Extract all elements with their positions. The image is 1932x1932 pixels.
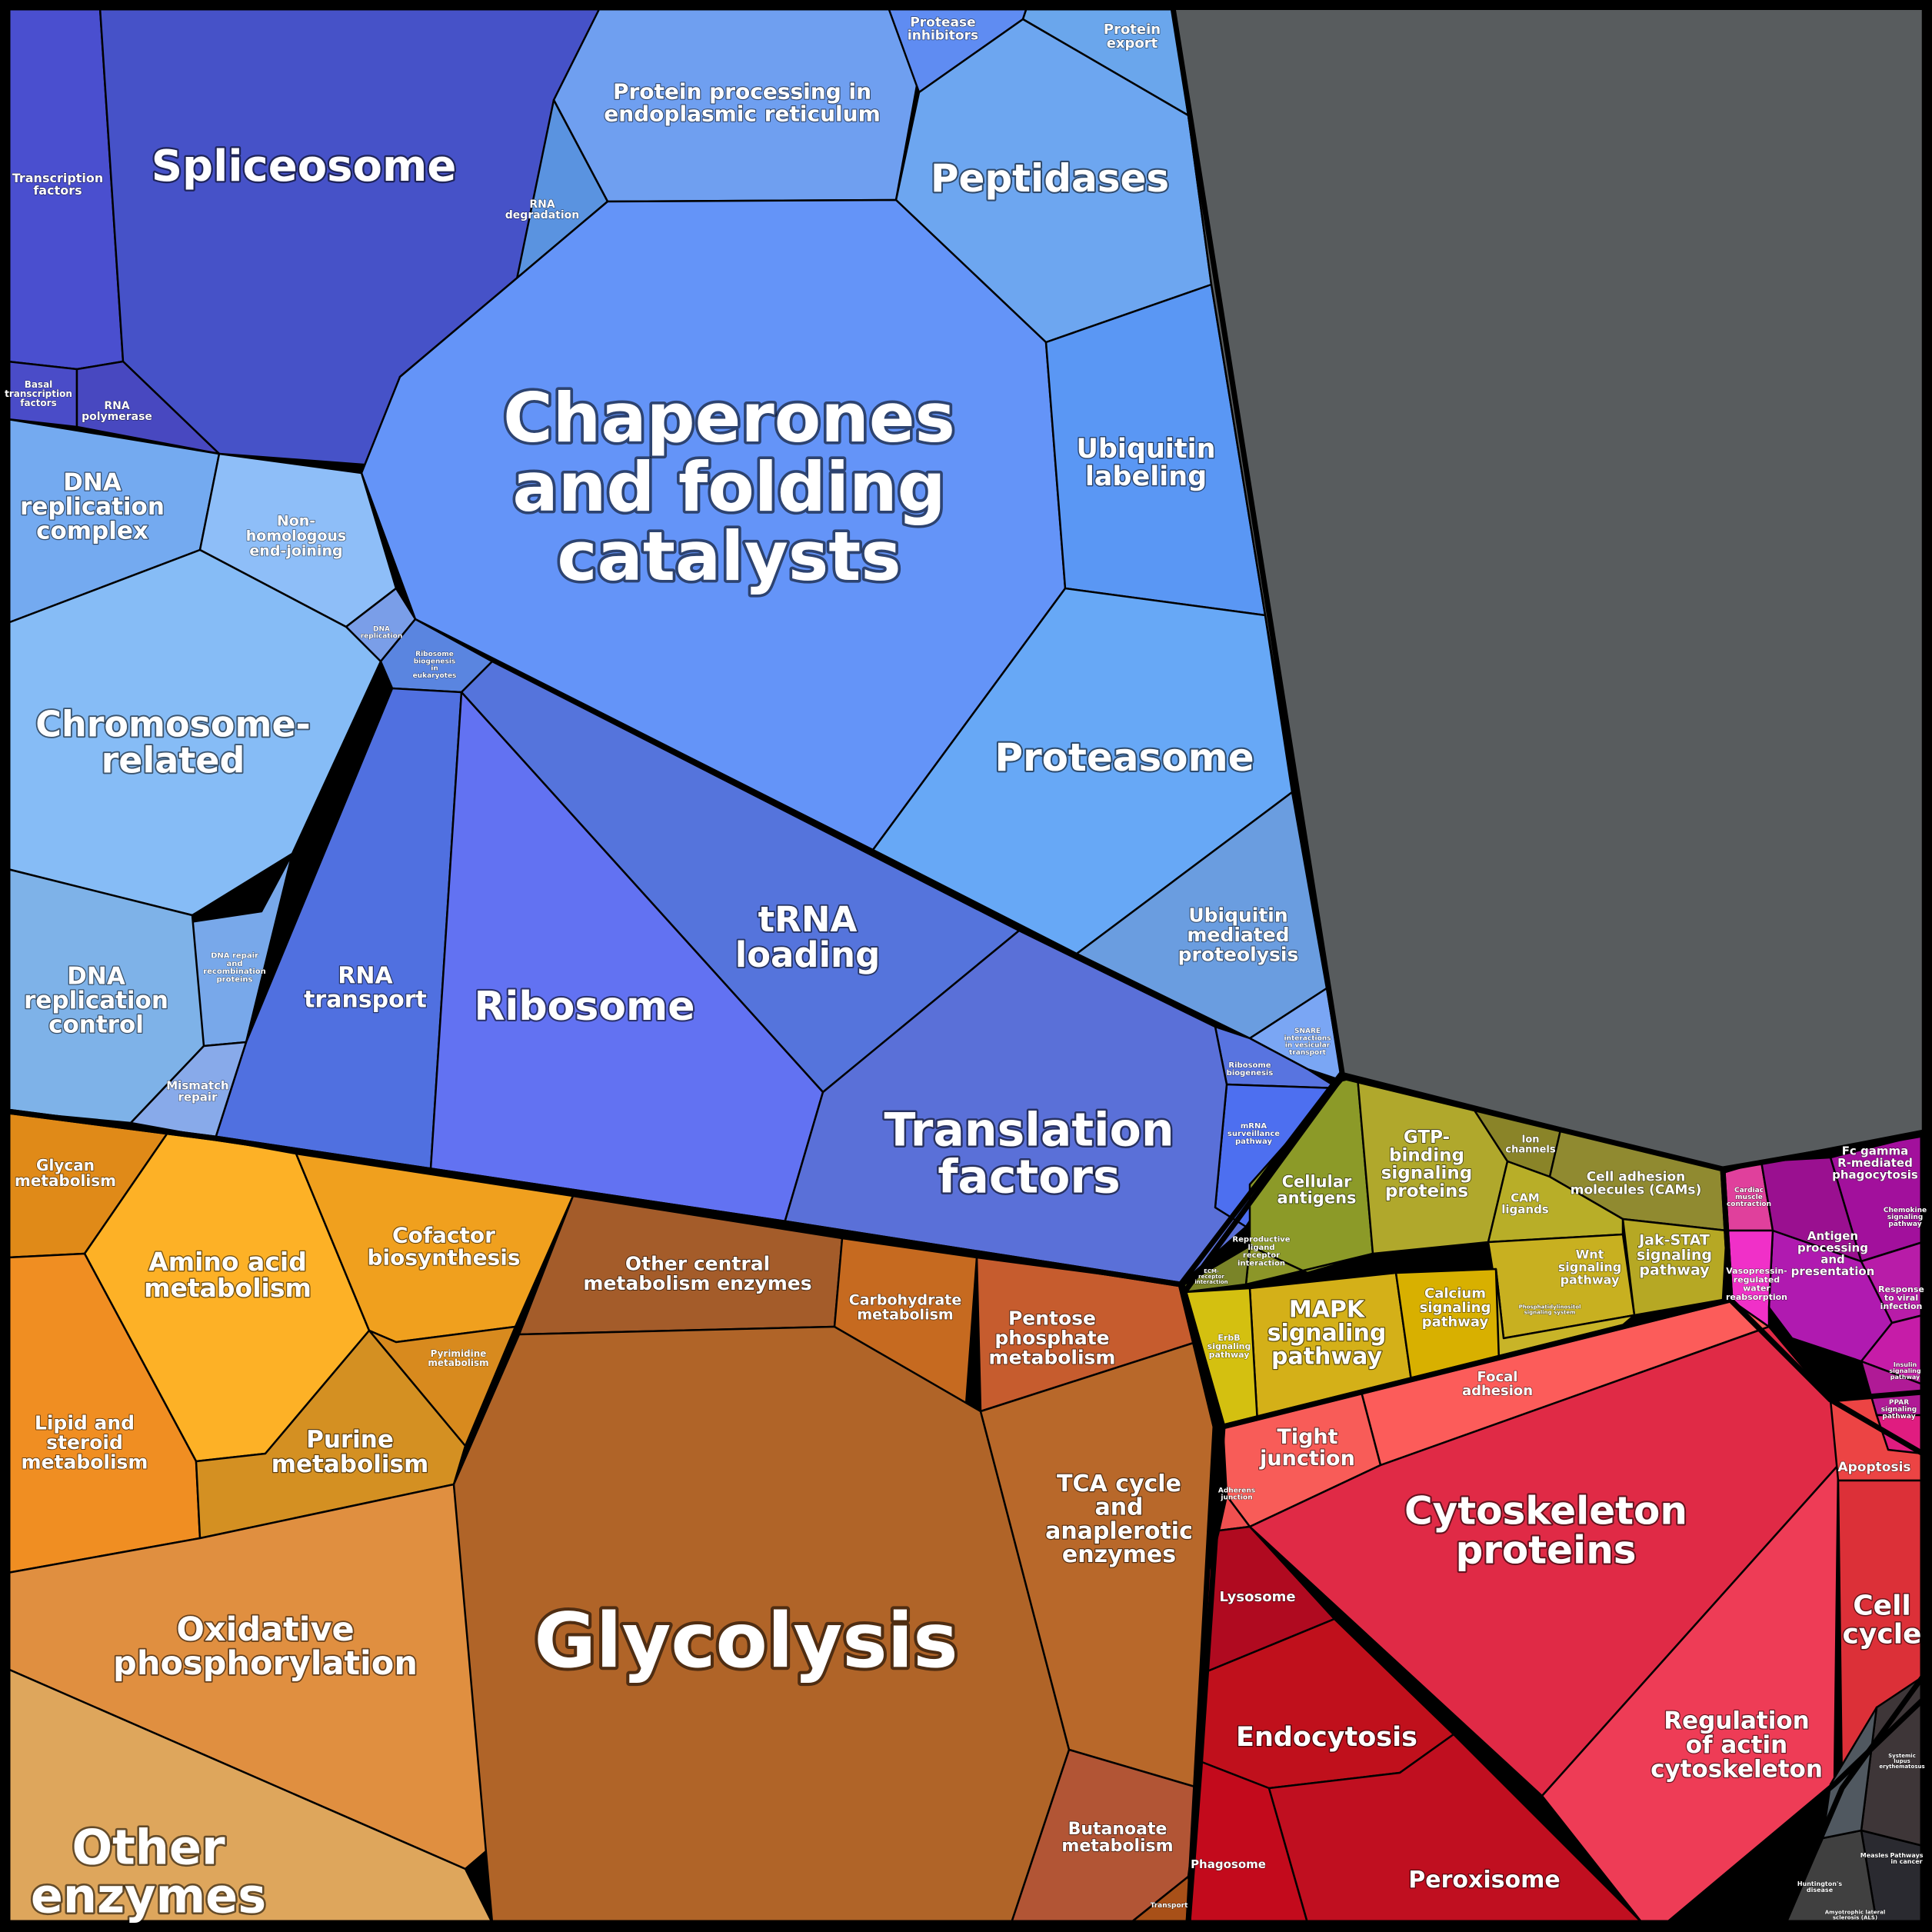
label-rna-polymerase: RNA polymerase (82, 400, 152, 423)
label-chromosome-related: Chromosome-related (35, 703, 311, 781)
label-cytoskeleton-proteins: Cytoskeleton proteins (1404, 1488, 1687, 1572)
label-amino-acid-metabolism: Amino acid metabolism (144, 1247, 311, 1303)
label-ecm-receptor: ECM-receptor interaction (1194, 1268, 1227, 1285)
label-snare: SNARE interactions in vesicular transport (1284, 1028, 1331, 1057)
label-dna-replication: DNA replication (361, 625, 403, 640)
cell-misc-organismal (1760, 1156, 1863, 1263)
label-regulation-actin: Regulation of actin cytoskeleton (1651, 1707, 1823, 1783)
label-apoptosis: Apoptosis (1837, 1460, 1910, 1475)
label-sle: Systemic lupus erythematosus (1879, 1753, 1924, 1770)
label-chemokine: Chemokine signaling pathway (1884, 1206, 1927, 1227)
label-jak-stat: Jak-STAT signaling pathway (1637, 1231, 1712, 1278)
label-response-viral: Response to viral infection (1878, 1284, 1924, 1311)
label-rna-degradation: RNA degradation (505, 198, 579, 222)
label-cellular-antigens: Cellular antigens (1277, 1172, 1356, 1207)
label-phosphatidylinositol: Phosphatidylinositol signaling system (1519, 1304, 1581, 1315)
label-insulin: Insulin signaling pathway (1889, 1361, 1921, 1380)
label-nhej: Non-homologous end-joining (246, 512, 347, 559)
label-lipid-steroid-metabolism: Lipid and steroid metabolism (22, 1412, 148, 1474)
label-other-central-metabolism: Other central metabolism enzymes (583, 1252, 811, 1294)
label-antigen-processing: Antigen processing and presentation (1791, 1229, 1875, 1278)
label-ppar: PPAR signaling pathway (1881, 1398, 1917, 1420)
label-basal-transcription-factors: Basal transcription factors (5, 378, 72, 408)
label-butanoate-metabolism: Butanoate metabolism (1061, 1820, 1173, 1856)
label-endocytosis: Endocytosis (1236, 1722, 1417, 1753)
pathway-labels: Transcription factors Spliceosome Basal tran… (5, 15, 1927, 1927)
label-dna-repair-recombination: DNA repair and recombination proteins (203, 952, 266, 984)
border-organismal (1720, 1131, 1926, 1457)
label-rna-transport: RNA transport (304, 962, 427, 1013)
label-ubiquitin-labeling: Ubiquitin labeling (1076, 434, 1215, 492)
label-cardiac-contraction: Cardiac muscle contraction (1727, 1186, 1771, 1208)
label-tight-junction: Tight junction (1259, 1425, 1355, 1471)
label-als: Amyotrophic lateral sclerosis (ALS) (1825, 1909, 1885, 1920)
label-mrna-surveillance: mRNA surveillance pathway (1227, 1122, 1280, 1146)
label-oxidative-phosphorylation: Oxidative phosphorylation (113, 1611, 418, 1683)
label-chaperones: Chaperones and folding catalysts (503, 378, 955, 596)
label-tca-cycle: TCA cycle and anaplerotic enzymes (1045, 1471, 1193, 1568)
label-other-enzymes: Other enzymes (31, 1819, 266, 1924)
label-glycolysis: Glycolysis (534, 1597, 958, 1685)
cell-peroxisome (1267, 1733, 1644, 1924)
label-fc-gamma: Fc gamma R-mediated phagocytosis (1832, 1144, 1918, 1181)
label-mismatch-repair: Mismatch repair (166, 1078, 229, 1104)
label-wnt: Wnt signaling pathway (1558, 1247, 1621, 1287)
label-focal-adhesion: Focal adhesion (1462, 1369, 1533, 1399)
label-gtp-binding: GTP-binding signaling proteins (1381, 1127, 1473, 1201)
label-translation-factors: Translation factors (884, 1103, 1174, 1204)
label-ubiquitin-mediated-proteolysis: Ubiquitin mediated proteolysis (1178, 904, 1299, 966)
label-ion-channels: Ion channels (1505, 1134, 1556, 1155)
label-measles: Measles (1860, 1852, 1889, 1859)
label-pentose-phosphate: Pentose phosphate metabolism (989, 1307, 1116, 1369)
label-dna-replication-complex: DNA replication complex (20, 468, 165, 545)
label-pyrimidine-metabolism: Pyrimidine metabolism (428, 1347, 488, 1367)
label-ribosome: Ribosome (475, 984, 695, 1030)
label-protease-inhibitors: Protease inhibitors (908, 15, 978, 43)
label-spliceosome: Spliceosome (152, 142, 457, 192)
label-reproductive-ligand: Reproductive ligand receptor interaction (1232, 1236, 1290, 1268)
label-transcription-factors: Transcription factors (12, 170, 104, 197)
label-cofactor-biosynthesis: Cofactor biosynthesis (368, 1223, 521, 1271)
label-mapk: MAPK signaling pathway (1267, 1296, 1387, 1370)
label-glycan-metabolism: Glycan metabolism (15, 1155, 116, 1189)
label-pathways-cancer: Pathways in cancer (1890, 1851, 1923, 1864)
label-lysosome: Lysosome (1219, 1589, 1295, 1605)
label-proteasome: Proteasome (994, 735, 1254, 780)
label-protein-export: Protein export (1104, 22, 1161, 52)
cell-proteasome (871, 587, 1294, 955)
label-protein-processing-er: Protein processing in endoplasmic reticul… (604, 79, 881, 127)
label-huntingtons: Huntington's disease (1797, 1880, 1843, 1893)
label-peroxisome: Peroxisome (1408, 1867, 1560, 1894)
label-purine-metabolism: Purine metabolism (271, 1426, 429, 1478)
label-carbohydrate-metabolism: Carbohydrate metabolism (849, 1291, 961, 1323)
label-dna-replication-control: DNA replication control (24, 962, 168, 1038)
label-calcium-signaling: Calcium signaling pathway (1420, 1286, 1491, 1331)
label-cam-ligands: CAM ligands (1501, 1191, 1549, 1216)
label-adherens-junction: Adherens junction (1218, 1487, 1255, 1501)
label-trna-loading: tRNA loading (735, 899, 881, 975)
label-peptidases: Peptidases (931, 156, 1169, 201)
label-ribosome-biogenesis: Ribosome biogenesis (1227, 1061, 1274, 1078)
label-phagosome: Phagosome (1191, 1857, 1266, 1871)
label-erbb: ErbB signaling pathway (1208, 1333, 1251, 1360)
label-cell-adhesion-molecules: Cell adhesion molecules (CAMs) (1571, 1169, 1702, 1198)
label-vasopressin: Vasopressin-regulated water reabsorption (1726, 1266, 1787, 1302)
label-cell-cycle: Cell cycle (1843, 1591, 1922, 1651)
label-ribosome-biogenesis-eukaryotes: Ribosome biogenesis in eukaryotes (413, 651, 457, 680)
label-transport: Transport (1151, 1902, 1188, 1910)
